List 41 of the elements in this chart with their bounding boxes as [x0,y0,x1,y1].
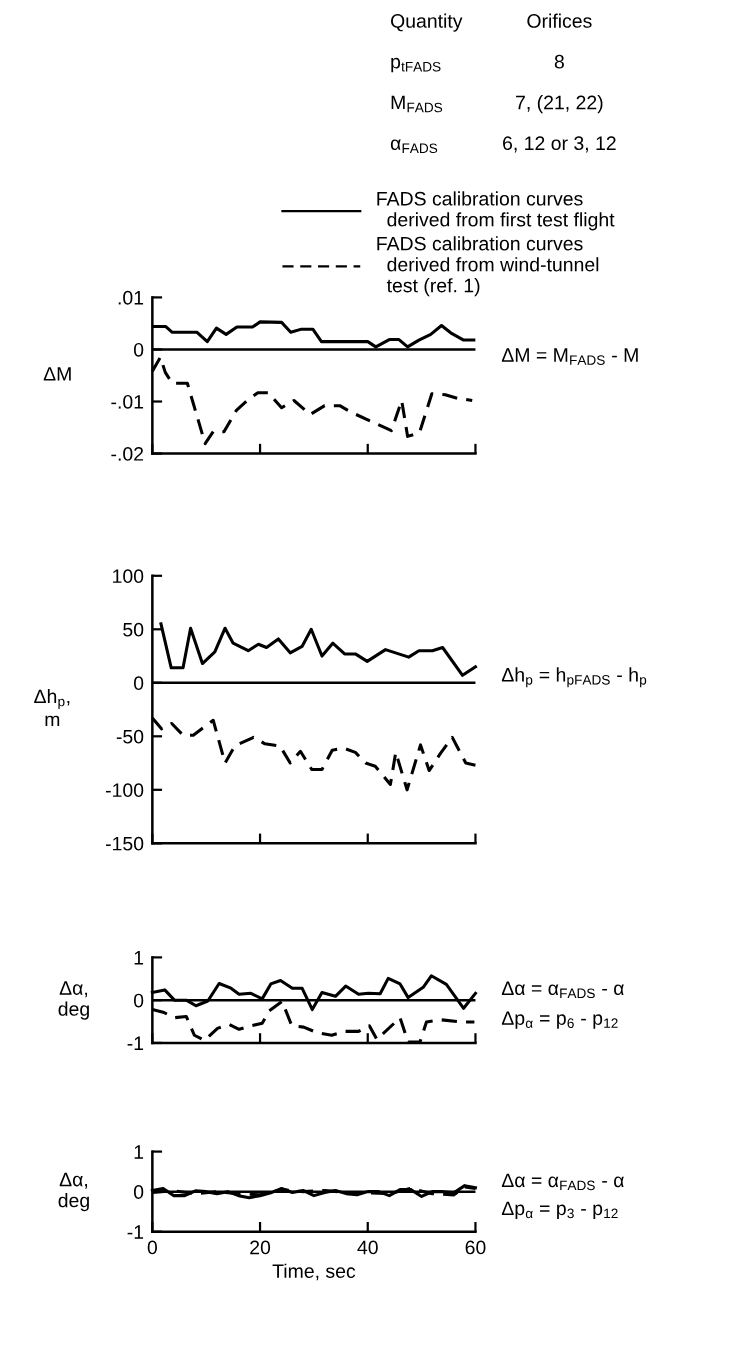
y-tick-label: 1 [134,951,144,965]
legend-label: FADS calibration curves derived from wind-tunnel test (ref. 1) [377,236,599,297]
text: M$_{FADS}$ [391,95,443,113]
y-tick-label: -50 [116,729,144,744]
text: Δh$_{p}$ = h$_{pFADS}$ - h$_{p}$ [501,667,647,688]
x-tick-label: 40 [357,1240,378,1255]
x-tick-label: 0 [147,1240,157,1255]
y-tick-label: 50 [123,622,144,637]
y-tick-label: -1 [127,1225,144,1239]
y-tick-label: 0 [133,1185,144,1199]
text: Δα = α$_{FADS}$ - α [501,1173,624,1191]
legend-label: FADS calibration curves derived from first test flight [377,191,615,231]
text: p$_{tFADS}$ [391,57,441,73]
y-tick-label: -1 [127,1036,144,1050]
text: Orifices [527,13,592,28]
x-tick-label: 20 [250,1240,271,1255]
y-tick-label: .01 [118,290,144,305]
y-tick-label: -100 [105,783,144,798]
text: Quantity [391,13,463,32]
y-tick-label: 0 [133,993,144,1008]
y-tick-label: -150 [105,836,144,851]
y-axis-title: Δh$_{p}$, m [34,688,70,727]
text: α$_{FADS}$ [390,139,438,154]
x-tick-label: 60 [465,1240,486,1255]
y-tick-label: -.02 [111,447,144,461]
y-axis-title: Δα, deg [58,981,89,1020]
text: ΔM = M$_{FADS}$ - M [501,348,638,365]
y-tick-label: -.01 [111,394,144,409]
y-tick-label: 100 [113,569,144,584]
y-tick-label: 0 [133,676,144,691]
y-axis-title: ΔM [43,367,71,381]
text: Δp$_{α}$ = p$_{3}$ - p$_{12}$ [501,1201,618,1220]
y-axis-title: Δα, deg [58,1172,89,1212]
y-tick-label: 0 [133,342,144,357]
x-axis-title: Time, sec [272,1263,356,1281]
text: 8 [554,54,564,69]
text: 7, (21, 22) [516,95,603,114]
y-tick-label: 1 [134,1145,144,1159]
text: Δα = α$_{FADS}$ - α [501,981,624,999]
text: Δp$_{α}$ = p$_{6}$ - p$_{12}$ [501,1011,618,1029]
text: 6, 12 or 3, 12 [503,136,616,153]
